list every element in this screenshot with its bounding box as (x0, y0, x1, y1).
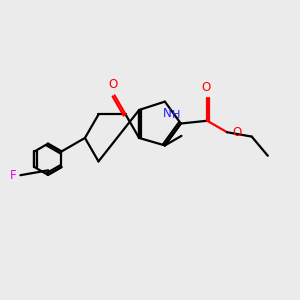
Text: O: O (201, 81, 210, 94)
Text: O: O (108, 78, 118, 91)
Text: N: N (163, 107, 172, 120)
Text: O: O (232, 126, 242, 139)
Text: F: F (10, 169, 17, 182)
Text: H: H (172, 110, 180, 120)
